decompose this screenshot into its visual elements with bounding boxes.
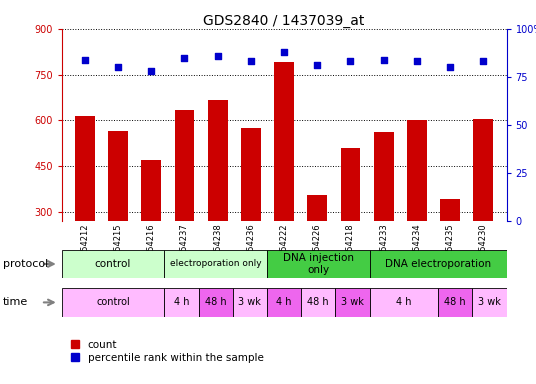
Point — [80, 56, 89, 63]
Text: control: control — [96, 297, 130, 308]
Text: 48 h: 48 h — [444, 297, 466, 308]
Bar — [340, 148, 360, 303]
Point — [346, 58, 355, 65]
Text: 48 h: 48 h — [308, 297, 329, 308]
Bar — [62, 250, 165, 278]
Text: 3 wk: 3 wk — [341, 297, 364, 308]
Bar — [301, 288, 336, 317]
Bar — [62, 288, 165, 317]
Point — [313, 62, 322, 68]
Text: DNA injection
only: DNA injection only — [283, 253, 354, 275]
Bar — [233, 288, 267, 317]
Bar — [438, 288, 472, 317]
Bar — [108, 131, 128, 303]
Bar — [336, 288, 370, 317]
Point — [247, 58, 255, 65]
Bar — [175, 109, 195, 303]
Bar — [440, 199, 460, 303]
Bar — [241, 128, 261, 303]
Text: time: time — [3, 297, 28, 308]
Text: 3 wk: 3 wk — [478, 297, 501, 308]
Point — [413, 58, 421, 65]
Text: protocol: protocol — [3, 259, 48, 269]
Point — [280, 49, 288, 55]
Point — [479, 58, 488, 65]
Point — [114, 64, 122, 70]
Bar — [75, 116, 95, 303]
Bar — [267, 288, 301, 317]
Bar — [165, 288, 198, 317]
Bar — [274, 62, 294, 303]
Bar — [374, 132, 393, 303]
Text: electroporation only: electroporation only — [170, 260, 262, 268]
Point — [147, 68, 155, 74]
Text: 4 h: 4 h — [277, 297, 292, 308]
Point — [213, 53, 222, 59]
Bar — [142, 160, 161, 303]
Point — [180, 55, 189, 61]
Bar — [307, 195, 327, 303]
Bar — [472, 288, 507, 317]
Text: control: control — [95, 259, 131, 269]
Bar — [370, 288, 438, 317]
Bar — [473, 119, 493, 303]
Bar — [407, 120, 427, 303]
Point — [446, 64, 455, 70]
Text: DNA electroporation: DNA electroporation — [385, 259, 491, 269]
Legend: count, percentile rank within the sample: count, percentile rank within the sample — [67, 336, 267, 367]
Bar — [198, 288, 233, 317]
Bar — [208, 101, 228, 303]
Bar — [370, 250, 507, 278]
Bar — [267, 250, 370, 278]
Point — [379, 56, 388, 63]
Title: GDS2840 / 1437039_at: GDS2840 / 1437039_at — [203, 14, 365, 28]
Bar — [165, 250, 267, 278]
Text: 4 h: 4 h — [174, 297, 189, 308]
Text: 4 h: 4 h — [396, 297, 412, 308]
Text: 48 h: 48 h — [205, 297, 226, 308]
Text: 3 wk: 3 wk — [239, 297, 261, 308]
